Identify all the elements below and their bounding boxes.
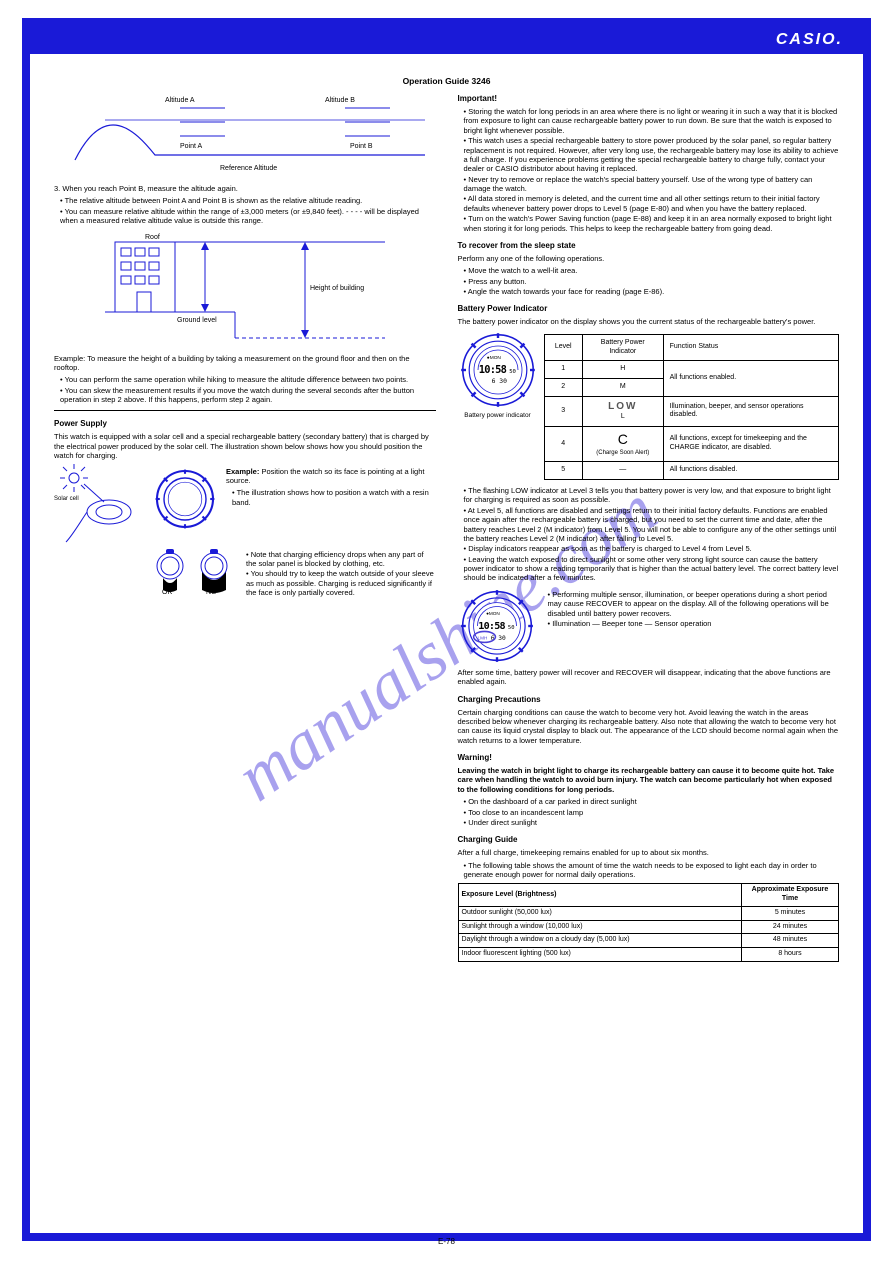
divider [54, 410, 436, 411]
battery-level-table: Level Battery Power Indicator Function S… [544, 334, 840, 480]
svg-text:6 30: 6 30 [491, 377, 507, 385]
charging-guide-title: Charging Guide [458, 835, 840, 845]
low-icon: LOW [608, 401, 637, 412]
building-example: Example: To measure the height of a buil… [54, 354, 436, 373]
ng-figure: NG [194, 548, 234, 594]
step3-text: 3. When you reach Point B, measure the a… [54, 184, 436, 193]
svg-text:Reference Altitude: Reference Altitude [220, 165, 277, 172]
svg-text:NG: NG [206, 589, 217, 594]
svg-text:●MON: ●MON [486, 611, 500, 616]
brand-logo: CASIO. [776, 31, 843, 49]
brand-header: CASIO. [30, 26, 863, 54]
page-number: E-78 [54, 1237, 839, 1246]
building-figure: Roof Ground level Height of building [105, 230, 385, 350]
watch-recover-figure: ●MON 10:58 50 6 30 LMH [458, 587, 536, 665]
svg-text:50: 50 [507, 625, 514, 631]
ok-figure: OK [150, 548, 190, 594]
page-body: manualshine.com Operation Guide 3246 Alt… [30, 54, 863, 1233]
svg-text:Roof: Roof [145, 234, 160, 241]
watch-indicator-figure: ●MON 10:58 50 6 30 [458, 330, 538, 410]
svg-text:10:58: 10:58 [478, 364, 506, 376]
svg-text:Point B: Point B [350, 143, 373, 150]
watch-bezel-figure [150, 464, 220, 534]
svg-text:Altitude A: Altitude A [165, 97, 195, 104]
svg-text:●MON: ●MON [486, 355, 501, 361]
batt-ind-title: Battery Power Indicator [458, 304, 840, 314]
svg-text:Solar cell: Solar cell [54, 496, 79, 502]
right-column: Important! Storing the watch for long pe… [458, 86, 840, 1233]
recover-title: To recover from the sleep state [458, 241, 840, 251]
charging-precautions-title: Charging Precautions [458, 695, 840, 705]
warning-title: Warning! [458, 753, 840, 763]
bullets-2: You can perform the same operation while… [60, 375, 436, 404]
svg-text:Height of building: Height of building [310, 285, 364, 292]
solar-cell-figure: Solar cell [54, 464, 144, 544]
svg-text:Ground level: Ground level [177, 317, 217, 324]
power-supply-text: This watch is equipped with a solar cell… [54, 432, 436, 460]
after-table-bullets: The flashing LOW indicator at Level 3 te… [464, 486, 840, 583]
exposure-table: Exposure Level (Brightness) Approximate … [458, 883, 840, 962]
important-bullets: Storing the watch for long periods in an… [464, 107, 840, 233]
left-column: Altitude A Point A Reference Altitude Al… [54, 86, 436, 1233]
page-frame: CASIO. manualshine.com Operation Guide 3… [22, 18, 871, 1241]
bullets-1: The relative altitude between Point A an… [60, 196, 436, 225]
svg-text:Point A: Point A [180, 143, 203, 150]
power-supply-title: Power Supply [54, 419, 436, 429]
svg-text:LMH: LMH [477, 635, 487, 640]
charge-icon: C [618, 431, 628, 447]
svg-text:10:58: 10:58 [478, 621, 505, 632]
important-title: Important! [458, 94, 840, 104]
svg-text:Altitude B: Altitude B [325, 97, 355, 104]
guide-title: Operation Guide 3246 [54, 76, 839, 86]
svg-text:50: 50 [509, 369, 516, 375]
altitude-figure: Altitude A Point A Reference Altitude Al… [65, 90, 425, 180]
svg-text:OK: OK [162, 589, 172, 594]
